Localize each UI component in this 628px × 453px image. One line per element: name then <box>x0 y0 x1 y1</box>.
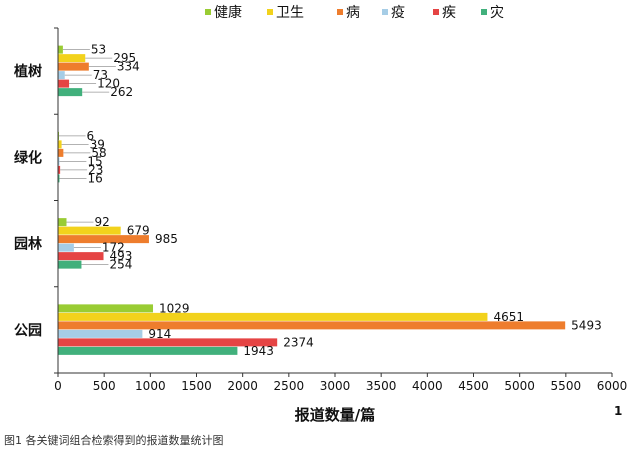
data-label: 53 <box>91 43 106 57</box>
data-label: 4651 <box>493 310 524 324</box>
x-tick-label: 2500 <box>274 379 305 393</box>
bar <box>58 174 60 183</box>
data-label: 1943 <box>243 344 274 358</box>
bar <box>58 165 61 174</box>
category-label: 植树 <box>13 63 42 80</box>
x-tick-label: 500 <box>93 379 116 393</box>
data-label: 120 <box>97 77 120 91</box>
data-label: 58 <box>91 146 106 160</box>
legend: 健康 卫生 病 疫 疾 灾 <box>205 4 504 21</box>
legend-label: 疫 <box>391 5 405 21</box>
legend-swatch <box>267 9 273 15</box>
bar <box>58 54 86 63</box>
bar <box>58 260 82 269</box>
data-label: 73 <box>93 68 108 82</box>
data-label: 334 <box>117 60 140 74</box>
x-tick-label: 4500 <box>458 379 489 393</box>
data-label: 295 <box>113 51 136 65</box>
legend-swatch <box>382 9 388 15</box>
bar <box>58 79 70 88</box>
bar <box>58 88 83 97</box>
data-label: 254 <box>109 258 132 272</box>
figure-caption: 图1 各关键词组合检索得到的报道数量统计图 <box>4 434 224 447</box>
bar <box>58 243 74 252</box>
x-tick-label: 3500 <box>366 379 397 393</box>
bar <box>58 140 62 149</box>
bar <box>58 71 65 80</box>
data-label: 493 <box>110 249 133 263</box>
legend-swatch <box>205 9 211 15</box>
legend-swatch <box>481 9 487 15</box>
category-label: 绿化 <box>14 149 42 166</box>
data-label: 679 <box>127 224 150 238</box>
legend-label: 灾 <box>490 4 504 21</box>
bar <box>58 321 566 330</box>
legend-swatch <box>337 9 343 15</box>
legend-label: 疾 <box>442 5 456 21</box>
bar <box>58 235 149 244</box>
data-label: 914 <box>148 327 171 341</box>
x-tick-label: 6000 <box>597 379 628 393</box>
bar <box>58 45 63 54</box>
page-number: 1 <box>614 404 623 418</box>
category-label: 园林 <box>14 236 42 253</box>
bar <box>58 329 143 338</box>
x-tick-label: 1000 <box>135 379 166 393</box>
data-label: 2374 <box>283 335 314 349</box>
legend-swatch <box>433 9 439 15</box>
bar <box>58 304 154 313</box>
x-tick-label: 2000 <box>227 379 258 393</box>
bar <box>58 218 67 227</box>
data-label: 15 <box>87 154 102 168</box>
x-tick-label: 5000 <box>504 379 535 393</box>
bar <box>58 346 238 355</box>
x-tick-label: 5500 <box>551 379 582 393</box>
x-tick-label: 4000 <box>412 379 443 393</box>
data-label: 1029 <box>159 301 190 315</box>
x-tick-label: 1500 <box>181 379 212 393</box>
x-tick-label: 3000 <box>320 379 351 393</box>
legend-label: 卫生 <box>276 5 304 21</box>
category-label: 公园 <box>14 323 42 339</box>
data-label: 985 <box>155 232 178 246</box>
data-label: 262 <box>110 85 133 99</box>
bar <box>58 312 488 321</box>
data-label: 92 <box>94 215 109 229</box>
x-tick-label: 0 <box>54 379 62 393</box>
bar <box>58 252 104 261</box>
legend-label: 病 <box>346 5 360 21</box>
data-label: 5493 <box>571 318 602 332</box>
data-label: 6 <box>87 129 95 143</box>
bar <box>58 338 278 347</box>
x-axis-label: 报道数量/篇 <box>295 406 375 424</box>
bar <box>58 62 89 71</box>
legend-label: 健康 <box>214 4 242 21</box>
data-label: 172 <box>102 241 125 255</box>
data-label: 23 <box>88 163 103 177</box>
bar <box>58 148 64 157</box>
bar <box>58 157 60 166</box>
data-label: 39 <box>90 137 105 151</box>
bar <box>58 226 121 235</box>
data-label: 16 <box>87 171 102 185</box>
